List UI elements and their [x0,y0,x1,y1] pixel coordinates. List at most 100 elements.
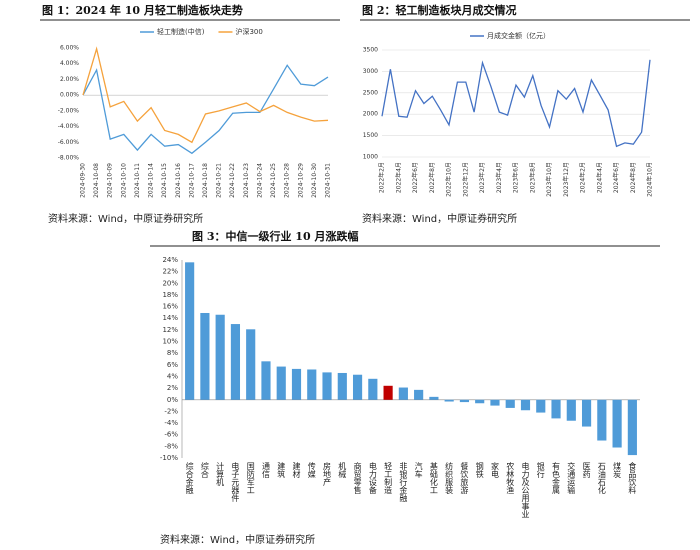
y-tick-label: -6% [164,431,178,439]
series-line [381,59,651,148]
bar [261,361,271,400]
bar [185,262,195,400]
x-tick-label: 传媒 [307,461,316,479]
x-tick-label: 综合金融 [185,461,194,495]
y-tick-label: -8% [164,442,178,450]
legend-label: 沪深300 [235,27,262,36]
x-tick-label: 基础化工 [429,461,438,494]
bar [383,385,393,400]
legend-label: 月成交金额（亿元） [487,31,550,40]
source-note: 资料来源：Wind，中原证券研究所 [160,533,315,546]
chart-title: 图 3：中信一级行业 10 月涨跌幅 [192,229,358,243]
bar [322,372,332,400]
bar [429,396,439,400]
y-tick-label: 16% [162,303,178,311]
y-tick-label: 3000 [363,68,378,75]
x-tick-label: 有色金属 [552,461,561,495]
x-tick-label: 家电 [490,461,499,478]
x-tick-label: 纺织服装 [445,461,454,495]
x-tick-label: 煤炭 [613,461,622,479]
bar [459,399,470,403]
x-tick-label: 2024-10-24 [256,163,263,198]
x-tick-label: 2024-10-22 [229,163,236,198]
x-tick-label: 2022年8月 [428,162,436,193]
x-tick-label: 电力设备 [368,461,377,495]
series-line [82,46,329,144]
x-tick-label: 2024-10-31 [325,163,332,198]
bar [414,389,424,400]
y-tick-label: 24% [162,256,178,264]
x-tick-label: 2022年10月 [445,162,453,197]
x-tick-label: 交通运输 [567,461,576,495]
y-tick-label: 2500 [363,89,378,96]
x-tick-label: 建筑 [277,461,286,479]
bar [597,399,607,441]
x-tick-label: 钢铁 [475,461,484,479]
bar [291,368,302,400]
x-tick-label: 2024-10-09 [107,163,114,198]
bar [246,329,256,400]
bar [475,399,485,404]
x-tick-label: 2022年2月 [378,162,386,193]
y-tick-label: 10% [162,338,178,346]
x-tick-label: 2024-09-30 [80,163,87,198]
x-tick-label: 2024-10-16 [175,163,182,198]
x-tick-label: 2023年6月 [512,162,520,193]
x-tick-label: 2024-10-15 [161,163,168,198]
bar [505,399,515,408]
x-tick-label: 2024年4月 [595,162,603,193]
bar [276,366,286,400]
bar [627,399,637,456]
y-tick-label: 4% [167,372,178,380]
bar [520,399,531,411]
x-tick-label: 2024-10-10 [120,163,127,198]
x-tick-label: 医药 [582,462,591,479]
y-tick-label: 6% [167,361,178,369]
x-tick-label: 农林牧渔 [506,461,515,494]
y-tick-label: 6.00% [60,45,79,52]
source-note: 资料来源：Wind，中原证券研究所 [48,212,203,225]
x-tick-label: 综合 [200,461,209,479]
x-tick-label: 电子元器件 [231,461,240,503]
y-tick-label: 0.00% [60,92,79,99]
chart-title: 图 2：轻工制造板块月成交情况 [362,3,516,17]
y-tick-label: -10% [160,454,178,462]
x-tick-label: 2024-10-08 [93,163,100,198]
x-tick-label: 餐饮旅游 [460,462,469,495]
x-tick-label: 石油石化 [597,462,606,495]
legend-label: 轻工制造(中信) [157,27,205,36]
x-tick-label: 通信 [261,461,270,479]
bar [215,314,225,400]
x-tick-label: 2024-10-29 [297,163,304,198]
x-tick-label: 2024年2月 [579,162,587,193]
x-tick-label: 轻工制造 [384,461,393,495]
x-tick-label: 2024-10-17 [188,163,195,198]
chart-title: 图 1：2024 年 10 月轻工制造板块走势 [42,3,243,17]
x-tick-label: 电力及公用事业 [521,461,530,518]
x-tick-label: 2022年4月 [394,162,402,193]
x-tick-label: 非银行金融 [399,461,408,503]
x-tick-label: 国防军工 [246,462,255,494]
x-tick-label: 建材 [292,461,301,478]
x-tick-label: 2023年10月 [545,162,553,197]
bar [444,399,454,402]
bar [490,399,500,406]
y-tick-label: 2000 [363,111,378,118]
y-tick-label: 2.00% [60,76,79,83]
y-tick-label: 14% [162,314,178,322]
bar [536,399,546,413]
x-tick-label: 2024-10-21 [216,163,223,198]
bar [398,387,408,400]
bar [368,378,378,400]
x-tick-label: 2024年10月 [646,162,654,197]
y-tick-label: 3500 [363,47,378,54]
bar [352,374,363,400]
x-tick-label: 机械 [338,461,347,479]
y-tick-label: -4% [164,419,178,427]
x-tick-label: 2023年4月 [495,162,503,193]
bar [200,312,210,400]
y-tick-label: 1500 [363,132,378,139]
y-tick-label: -2% [164,407,178,415]
y-tick-label: -8.00% [58,155,80,162]
x-tick-label: 2024-10-25 [270,163,277,198]
